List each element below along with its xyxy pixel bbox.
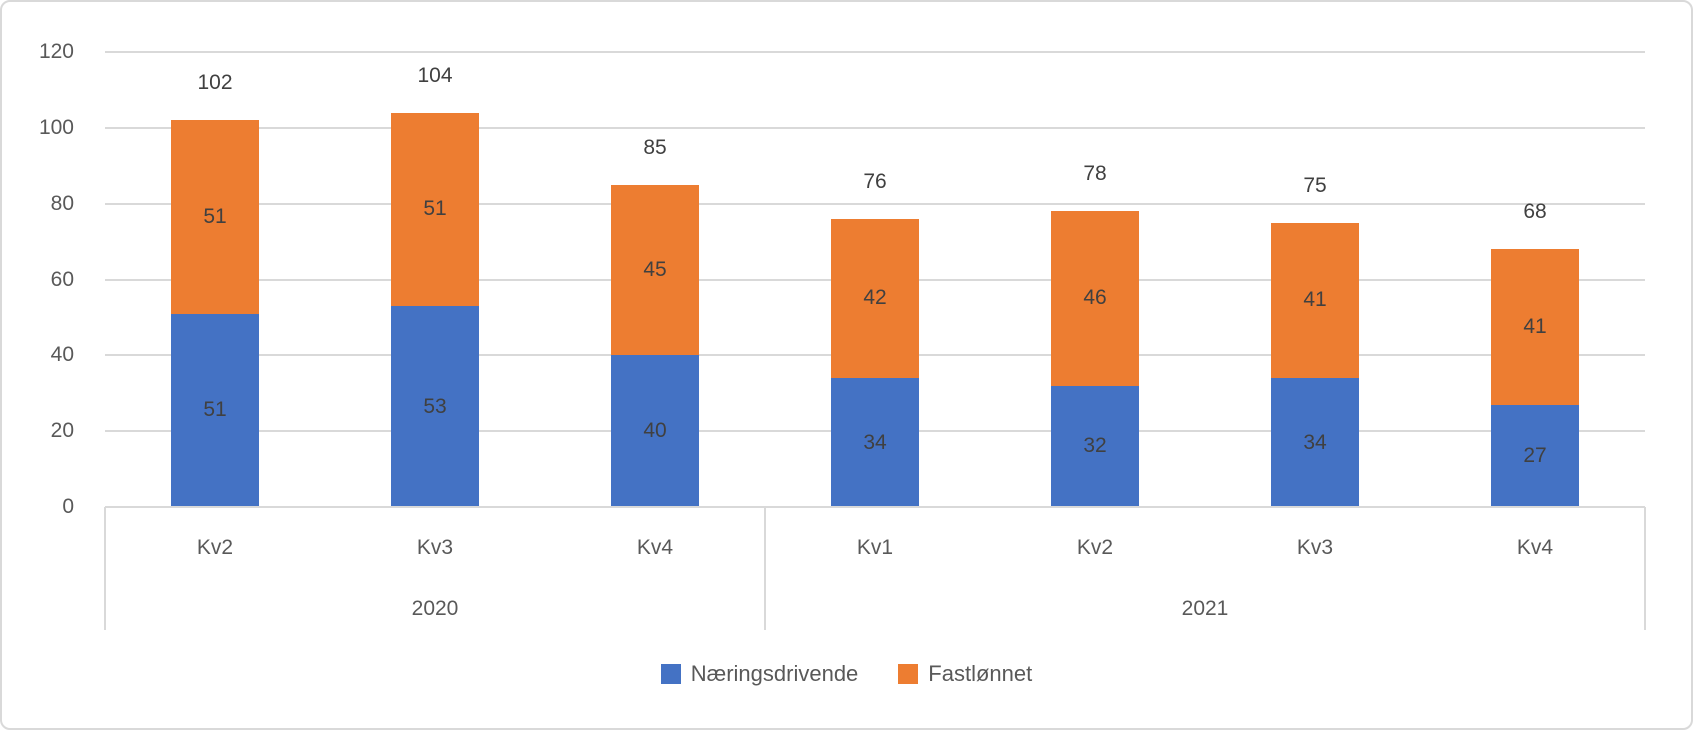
x-axis-baseline <box>105 506 1645 508</box>
legend-swatch-icon <box>898 664 919 684</box>
segment-value-label: 40 <box>643 419 667 443</box>
y-axis-tick-label: 80 <box>50 191 74 215</box>
axis-table-right-border <box>1644 507 1646 630</box>
legend-item-naeringsdrivende: Næringsdrivende <box>660 661 859 687</box>
y-axis-tick-label: 0 <box>62 495 74 518</box>
legend-label: Næringsdrivende <box>690 661 859 686</box>
total-value-label: 104 <box>417 63 453 87</box>
x-axis-quarter-label: Kv4 <box>636 536 674 559</box>
legend-item-fastloennet: Fastlønnet <box>898 661 1032 687</box>
bar-segment-naeringsdrivende <box>831 378 919 507</box>
segment-value-label: 46 <box>1083 286 1107 310</box>
y-axis-tick-label: 20 <box>50 419 74 443</box>
segment-value-label: 27 <box>1523 443 1547 467</box>
y-axis-tick-label: 40 <box>50 343 74 367</box>
total-value-label: 68 <box>1523 200 1547 224</box>
bar-segment-naeringsdrivende <box>171 313 259 507</box>
bar-segment-naeringsdrivende <box>1491 404 1579 507</box>
segment-value-label: 34 <box>1303 430 1327 454</box>
total-value-label: 75 <box>1303 173 1327 197</box>
total-value-label: 85 <box>643 135 667 159</box>
x-axis-quarter-label: Kv4 <box>1516 536 1554 559</box>
legend-swatch-icon <box>660 664 681 684</box>
x-axis-year-label: 2021 <box>1181 597 1229 620</box>
y-axis-tick-label: 100 <box>38 115 74 139</box>
axis-table-left-border <box>104 507 106 630</box>
bar-segment-fastloennet <box>611 184 699 356</box>
y-axis-tick-label: 60 <box>50 267 74 291</box>
bar-segment-naeringsdrivende <box>1051 385 1139 507</box>
x-axis-quarter-label: Kv3 <box>416 536 454 559</box>
segment-value-label: 32 <box>1083 434 1107 458</box>
bar-segment-naeringsdrivende <box>1271 378 1359 507</box>
x-axis-quarter-label: Kv3 <box>1296 536 1334 559</box>
gridline <box>105 202 1645 205</box>
segment-value-label: 51 <box>423 197 447 221</box>
bar-segment-naeringsdrivende <box>391 306 479 507</box>
year-group-divider <box>764 507 766 630</box>
segment-value-label: 51 <box>203 398 227 422</box>
bar-segment-naeringsdrivende <box>611 355 699 507</box>
segment-value-label: 53 <box>423 394 447 418</box>
x-axis-quarter-label: Kv2 <box>196 536 234 559</box>
segment-value-label: 41 <box>1523 314 1547 338</box>
bar-segment-fastloennet <box>171 120 259 314</box>
x-axis-quarter-label: Kv1 <box>856 536 894 559</box>
segment-value-label: 51 <box>203 204 227 228</box>
gridline <box>105 51 1645 53</box>
segment-value-label: 42 <box>863 286 887 310</box>
bar-segment-fastloennet <box>1491 249 1579 405</box>
bar-segment-fastloennet <box>391 112 479 307</box>
total-value-label: 102 <box>197 71 233 95</box>
gridline <box>105 126 1645 129</box>
bar-segment-fastloennet <box>1271 222 1359 379</box>
x-axis-quarter-label: Kv2 <box>1076 536 1114 559</box>
total-value-label: 78 <box>1083 162 1107 186</box>
total-value-label: 76 <box>863 169 887 193</box>
x-axis-year-label: 2020 <box>411 597 459 620</box>
segment-value-label: 41 <box>1303 288 1327 312</box>
segment-value-label: 45 <box>643 258 667 282</box>
segment-value-label: 34 <box>863 430 887 454</box>
y-axis-tick-label: 120 <box>38 40 74 63</box>
bar-segment-fastloennet <box>1051 211 1139 386</box>
legend-label: Fastlønnet <box>928 661 1033 686</box>
legend: Næringsdrivende Fastlønnet <box>2 661 1691 687</box>
bar-segment-fastloennet <box>831 218 919 379</box>
